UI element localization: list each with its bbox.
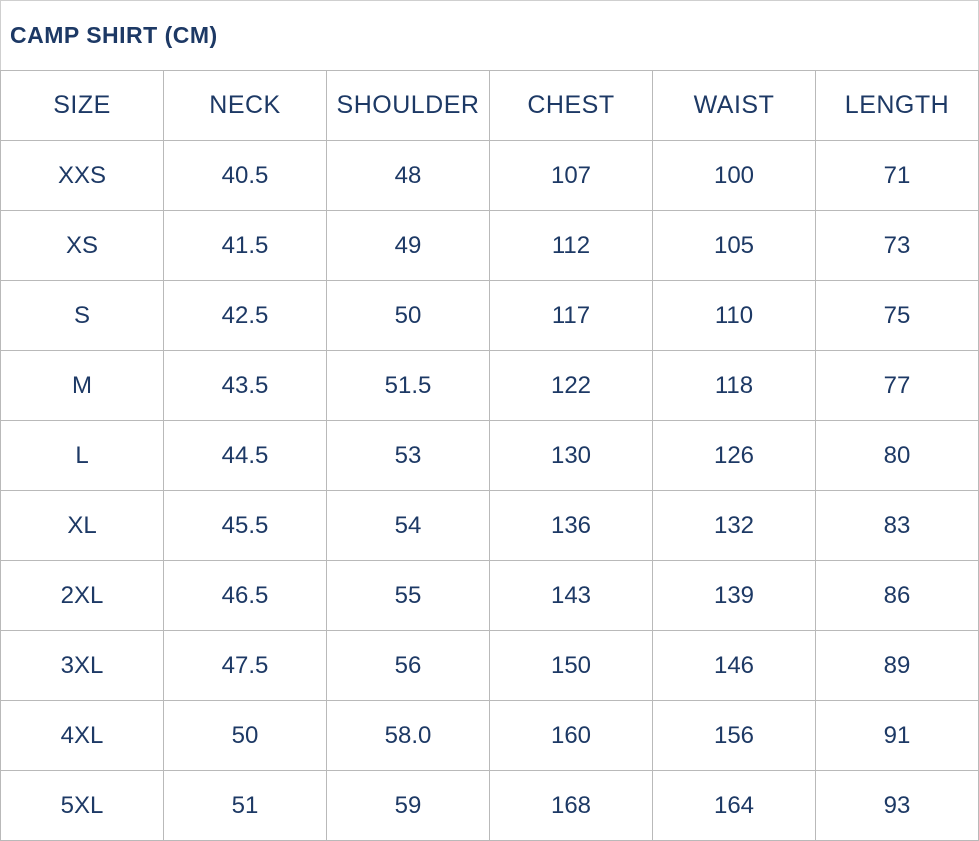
measurement-cell: 117 xyxy=(489,280,653,351)
measurement-cell: 40.5 xyxy=(163,140,327,211)
measurement-cell: 168 xyxy=(489,770,653,841)
measurement-cell: 146 xyxy=(652,630,816,701)
size-cell: 4XL xyxy=(0,700,164,771)
table-row: XL 45.5 54 136 132 83 xyxy=(0,490,979,561)
measurement-cell: 126 xyxy=(652,420,816,491)
size-chart-title: CAMP SHIRT (CM) xyxy=(0,0,979,70)
size-table: SIZE NECK SHOULDER CHEST WAIST LENGTH XXS 40.5… xyxy=(0,70,979,841)
size-cell: L xyxy=(0,420,164,491)
measurement-cell: 50 xyxy=(326,280,490,351)
size-cell: 5XL xyxy=(0,770,164,841)
measurement-cell: 139 xyxy=(652,560,816,631)
measurement-cell: 83 xyxy=(815,490,979,561)
measurement-cell: 73 xyxy=(815,210,979,281)
measurement-cell: 77 xyxy=(815,350,979,421)
size-cell: M xyxy=(0,350,164,421)
measurement-cell: 86 xyxy=(815,560,979,631)
measurement-cell: 44.5 xyxy=(163,420,327,491)
measurement-cell: 48 xyxy=(326,140,490,211)
measurement-cell: 41.5 xyxy=(163,210,327,281)
measurement-cell: 160 xyxy=(489,700,653,771)
measurement-cell: 93 xyxy=(815,770,979,841)
size-cell: S xyxy=(0,280,164,351)
column-header-shoulder: SHOULDER xyxy=(326,70,490,141)
measurement-cell: 112 xyxy=(489,210,653,281)
table-row: 3XL 47.5 56 150 146 89 xyxy=(0,630,979,701)
measurement-cell: 91 xyxy=(815,700,979,771)
table-row: M 43.5 51.5 122 118 77 xyxy=(0,350,979,421)
measurement-cell: 50 xyxy=(163,700,327,771)
measurement-cell: 107 xyxy=(489,140,653,211)
column-header-length: LENGTH xyxy=(815,70,979,141)
measurement-cell: 43.5 xyxy=(163,350,327,421)
table-row: XS 41.5 49 112 105 73 xyxy=(0,210,979,281)
size-cell: XXS xyxy=(0,140,164,211)
measurement-cell: 55 xyxy=(326,560,490,631)
column-header-chest: CHEST xyxy=(489,70,653,141)
measurement-cell: 110 xyxy=(652,280,816,351)
measurement-cell: 156 xyxy=(652,700,816,771)
measurement-cell: 89 xyxy=(815,630,979,701)
measurement-cell: 46.5 xyxy=(163,560,327,631)
measurement-cell: 45.5 xyxy=(163,490,327,561)
measurement-cell: 56 xyxy=(326,630,490,701)
measurement-cell: 130 xyxy=(489,420,653,491)
measurement-cell: 53 xyxy=(326,420,490,491)
measurement-cell: 58.0 xyxy=(326,700,490,771)
size-cell: 2XL xyxy=(0,560,164,631)
measurement-cell: 132 xyxy=(652,490,816,561)
size-table-body: XXS 40.5 48 107 100 71 XS 41.5 49 112 105 73 S 42.5 50… xyxy=(0,140,979,841)
table-row: S 42.5 50 117 110 75 xyxy=(0,280,979,351)
measurement-cell: 136 xyxy=(489,490,653,561)
table-row: 2XL 46.5 55 143 139 86 xyxy=(0,560,979,631)
measurement-cell: 47.5 xyxy=(163,630,327,701)
measurement-cell: 80 xyxy=(815,420,979,491)
measurement-cell: 122 xyxy=(489,350,653,421)
measurement-cell: 100 xyxy=(652,140,816,211)
table-row: XXS 40.5 48 107 100 71 xyxy=(0,140,979,211)
table-row: 5XL 51 59 168 164 93 xyxy=(0,770,979,841)
measurement-cell: 105 xyxy=(652,210,816,281)
measurement-cell: 75 xyxy=(815,280,979,351)
size-cell: XL xyxy=(0,490,164,561)
measurement-cell: 42.5 xyxy=(163,280,327,351)
column-header-size: SIZE xyxy=(0,70,164,141)
measurement-cell: 143 xyxy=(489,560,653,631)
column-header-waist: WAIST xyxy=(652,70,816,141)
measurement-cell: 150 xyxy=(489,630,653,701)
size-cell: 3XL xyxy=(0,630,164,701)
measurement-cell: 71 xyxy=(815,140,979,211)
measurement-cell: 49 xyxy=(326,210,490,281)
table-row: L 44.5 53 130 126 80 xyxy=(0,420,979,491)
measurement-cell: 59 xyxy=(326,770,490,841)
measurement-cell: 164 xyxy=(652,770,816,841)
size-table-header: SIZE NECK SHOULDER CHEST WAIST LENGTH xyxy=(0,70,979,141)
header-row: SIZE NECK SHOULDER CHEST WAIST LENGTH xyxy=(0,70,979,141)
measurement-cell: 118 xyxy=(652,350,816,421)
measurement-cell: 51 xyxy=(163,770,327,841)
size-cell: XS xyxy=(0,210,164,281)
table-row: 4XL 50 58.0 160 156 91 xyxy=(0,700,979,771)
column-header-neck: NECK xyxy=(163,70,327,141)
measurement-cell: 54 xyxy=(326,490,490,561)
measurement-cell: 51.5 xyxy=(326,350,490,421)
